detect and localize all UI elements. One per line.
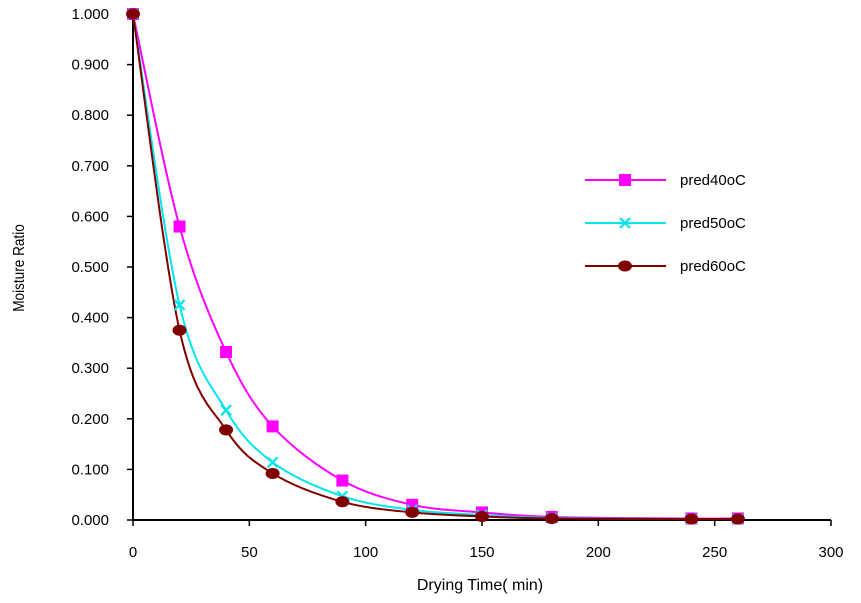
y-tick-label: 0.200: [71, 411, 109, 428]
y-tick-label: 0.500: [71, 259, 109, 276]
data-point-pred50oC: [220, 404, 232, 416]
y-tick-label: 0.400: [71, 310, 109, 327]
marker-stroke: [173, 299, 186, 311]
y-tick-label: 0.100: [71, 461, 109, 478]
x-tick-label: 250: [702, 544, 727, 561]
data-point-pred60oC: [335, 496, 350, 508]
y-axis-title: Moisture Ratio: [11, 224, 28, 312]
y-tick-label: 0.800: [71, 107, 109, 124]
legend-label-pred60oC: pred60oC: [680, 258, 746, 275]
legend-marker-pred40oC: [619, 174, 631, 186]
x-axis-title: Drying Time( min): [417, 577, 543, 594]
data-point-pred60oC: [405, 506, 420, 518]
series-markers: [126, 8, 745, 525]
data-point-pred60oC: [219, 424, 234, 436]
y-tick-label: 0.000: [71, 512, 109, 529]
x-tick-label: 100: [353, 544, 378, 561]
y-tick-label: 0.900: [71, 57, 109, 74]
marker-stroke: [220, 404, 232, 416]
data-point-pred60oC: [172, 324, 187, 336]
data-point-pred60oC: [265, 467, 280, 479]
y-tick-label: 0.300: [71, 360, 109, 377]
data-point-pred60oC: [684, 513, 699, 525]
data-point-pred40oC: [173, 220, 186, 233]
legend-marker-pred50oC: [619, 217, 631, 229]
data-point-pred50oC: [173, 299, 186, 311]
x-tick-label: 300: [818, 544, 843, 561]
y-tick-label: 0.700: [71, 158, 109, 175]
data-point-pred60oC: [126, 8, 140, 20]
data-point-pred40oC: [336, 474, 349, 487]
x-tick-label: 150: [469, 544, 494, 561]
x-tick-label: 50: [241, 544, 258, 561]
data-point-pred60oC: [475, 510, 489, 522]
y-tick-label: 0.600: [71, 208, 109, 225]
legend-label-pred50oC: pred50oC: [680, 215, 746, 232]
legend-label-pred40oC: pred40oC: [680, 172, 746, 189]
legend-marker-pred60oC: [618, 260, 632, 272]
marker-stroke: [619, 217, 631, 229]
legend: pred40oC pred50oC pred60oC: [585, 172, 746, 275]
data-point-pred60oC: [544, 512, 559, 524]
data-point-pred50oC: [266, 456, 279, 469]
data-point-pred40oC: [220, 346, 233, 359]
x-tick-label: 200: [586, 544, 611, 561]
y-tick-label: 1.000: [71, 6, 109, 23]
data-point-pred40oC: [266, 420, 279, 433]
x-tick-label: 0: [129, 544, 137, 561]
data-point-pred60oC: [730, 513, 745, 525]
ticks: 0.000 0.100 0.200 0.300 0.400 0.500 0.600 0.700…: [71, 6, 843, 561]
marker-stroke: [266, 456, 279, 469]
